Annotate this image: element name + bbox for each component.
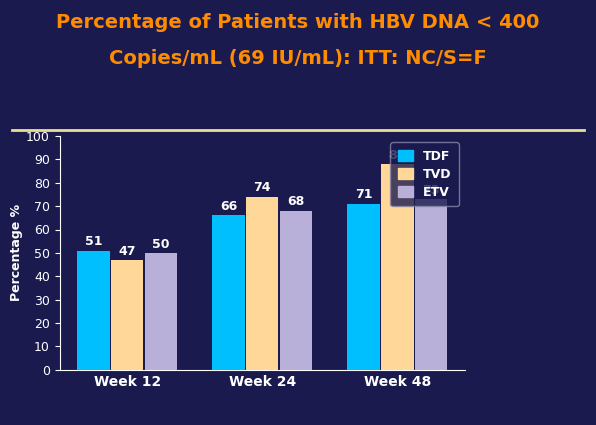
Text: 66: 66 [220, 200, 237, 213]
Text: 50: 50 [152, 238, 170, 251]
Text: 71: 71 [355, 188, 372, 201]
Bar [246, 197, 278, 370]
Text: Copies/mL (69 IU/mL): ITT: NC/S=F: Copies/mL (69 IU/mL): ITT: NC/S=F [109, 49, 487, 68]
Text: 73: 73 [423, 184, 440, 197]
Y-axis label: Percentage %: Percentage % [10, 204, 23, 301]
Bar [77, 251, 110, 370]
Text: 51: 51 [85, 235, 102, 248]
Bar [415, 199, 448, 370]
Text: 68: 68 [287, 196, 305, 209]
Bar [145, 253, 177, 370]
Bar [212, 215, 245, 370]
Text: Percentage of Patients with HBV DNA < 400: Percentage of Patients with HBV DNA < 40… [56, 13, 540, 32]
Text: 74: 74 [253, 181, 271, 195]
Text: 47: 47 [119, 244, 136, 258]
Bar [347, 204, 380, 370]
Bar [280, 211, 312, 370]
Legend: TDF, TVD, ETV: TDF, TVD, ETV [390, 142, 459, 206]
Bar [111, 260, 144, 370]
Text: 88: 88 [389, 149, 406, 162]
Bar [381, 164, 414, 370]
